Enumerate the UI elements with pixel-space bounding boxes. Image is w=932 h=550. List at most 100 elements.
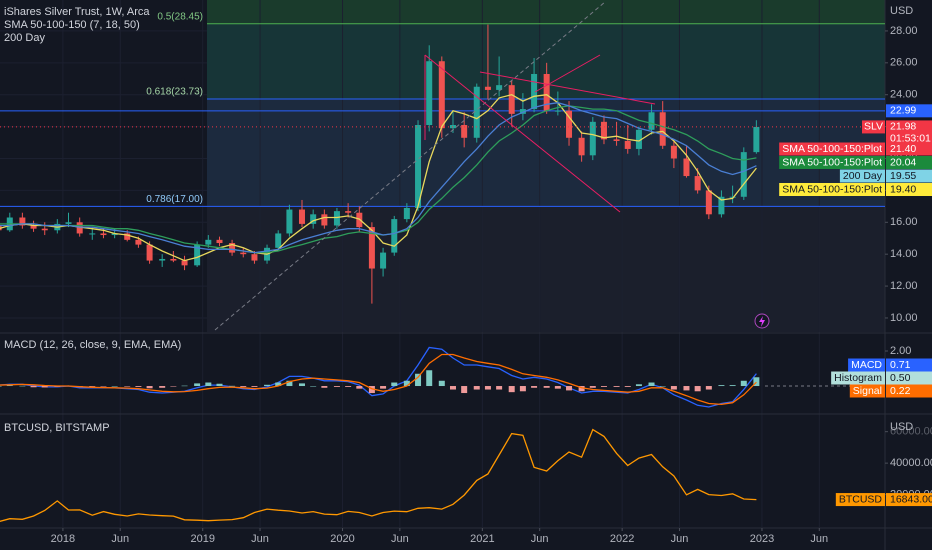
y-tick-label: 14.00 <box>890 248 918 260</box>
histogram-bar <box>705 386 712 390</box>
candle-body <box>146 244 153 261</box>
histogram-bar <box>531 386 538 388</box>
candle-body <box>473 86 480 138</box>
histogram-bar <box>100 386 107 387</box>
tag-name: 200 Day <box>843 170 883 182</box>
histogram-bar <box>578 386 585 392</box>
x-tick-label: 2020 <box>330 533 354 545</box>
tag-value: 21.98 <box>890 121 916 133</box>
histogram-bar <box>181 385 188 387</box>
macd-line <box>0 353 757 406</box>
x-tick-label: Jun <box>671 533 689 545</box>
indicator-label: 200 Day <box>4 32 45 44</box>
candle-body <box>740 152 747 197</box>
tag-name-box <box>835 493 885 507</box>
tag-name-box <box>779 142 885 156</box>
histogram-bar <box>229 385 236 387</box>
histogram-bar <box>600 386 607 387</box>
candle-body <box>170 258 177 261</box>
candle-body <box>89 233 96 235</box>
histogram-bar <box>286 380 293 387</box>
fib-zone <box>207 206 885 332</box>
histogram-bar <box>543 386 550 388</box>
y-tick-label: 60000.00 <box>890 426 932 438</box>
candle-body <box>368 227 375 269</box>
histogram-bar <box>426 370 433 387</box>
tag-name: Signal <box>853 385 882 397</box>
tag-name-box <box>862 120 885 134</box>
histogram-bar <box>264 384 271 387</box>
histogram-bar <box>19 385 26 387</box>
candle-body <box>554 110 561 112</box>
histogram-bar <box>659 386 666 387</box>
candle-body <box>205 239 212 245</box>
tag-value-box <box>886 384 932 398</box>
y-tick-label: 2.00 <box>890 345 911 357</box>
histogram-bar <box>753 377 760 387</box>
candle-body <box>124 233 131 240</box>
histogram-bar <box>240 386 247 387</box>
tag-name-box <box>848 358 885 372</box>
tag-value-box <box>886 358 932 372</box>
histogram-bar <box>216 383 223 387</box>
y-tick-label: 16.00 <box>890 216 918 228</box>
candle-body <box>543 73 550 111</box>
candle-body <box>659 112 666 146</box>
candle-body <box>600 121 607 140</box>
candle-body <box>705 190 712 215</box>
candle-body <box>729 196 736 198</box>
histogram-bar <box>368 386 375 394</box>
histogram-bar <box>124 386 131 387</box>
x-tick-label: 2019 <box>190 533 214 545</box>
candle-body <box>415 125 422 208</box>
candle-body <box>566 110 573 138</box>
chart-title: iShares Silver Trust, 1W, Arca <box>4 6 150 18</box>
candle-body <box>391 219 398 253</box>
histogram-bar <box>89 386 96 387</box>
tag-name: SMA 50-100-150:Plot <box>782 143 882 155</box>
sma-line <box>0 94 757 262</box>
candle-body <box>310 214 317 224</box>
candle-body <box>194 244 201 266</box>
candle-body <box>76 222 83 234</box>
sma-line <box>0 102 757 254</box>
tag-value-box <box>886 371 932 385</box>
candle-body <box>321 214 328 226</box>
candle-body <box>718 196 725 215</box>
histogram-bar <box>321 386 328 388</box>
candle-body <box>531 73 538 110</box>
histogram-bar <box>194 383 201 387</box>
histogram-bar <box>41 386 48 388</box>
candle-body <box>613 139 620 141</box>
tag-value-box <box>886 104 932 118</box>
candle-body <box>216 239 223 244</box>
y-tick-label: 28.00 <box>890 25 918 37</box>
y-tick-label: 12.00 <box>890 280 918 292</box>
y-tick-label: 26.00 <box>890 57 918 69</box>
histogram-bar <box>438 380 445 387</box>
x-tick-label: Jun <box>531 533 549 545</box>
candle-body <box>159 258 166 261</box>
histogram-bar <box>624 386 631 387</box>
tag-name: SMA 50-100-150:Plot <box>782 156 882 168</box>
histogram-bar <box>449 386 456 390</box>
tag-value-box <box>886 169 932 183</box>
histogram-bar <box>146 386 153 389</box>
histogram-bar <box>251 386 258 387</box>
histogram-bar <box>170 386 177 387</box>
x-tick-label: Jun <box>391 533 409 545</box>
tag-name-box <box>779 183 885 196</box>
candle-body <box>65 222 72 224</box>
tag-value: 19.40 <box>890 183 916 195</box>
tag-name-box <box>839 169 885 183</box>
histogram-bar <box>380 386 387 389</box>
tag-value-box <box>886 156 932 169</box>
fib-label: 0.618(23.73) <box>146 87 203 98</box>
histogram-bar <box>415 373 422 387</box>
histogram-bar <box>718 385 725 387</box>
candle-body <box>484 86 491 90</box>
histogram-bar <box>310 386 317 387</box>
tag-value-box <box>886 142 932 156</box>
plot: 10.0012.0014.0016.0018.0020.0022.0024.00… <box>0 11 932 545</box>
